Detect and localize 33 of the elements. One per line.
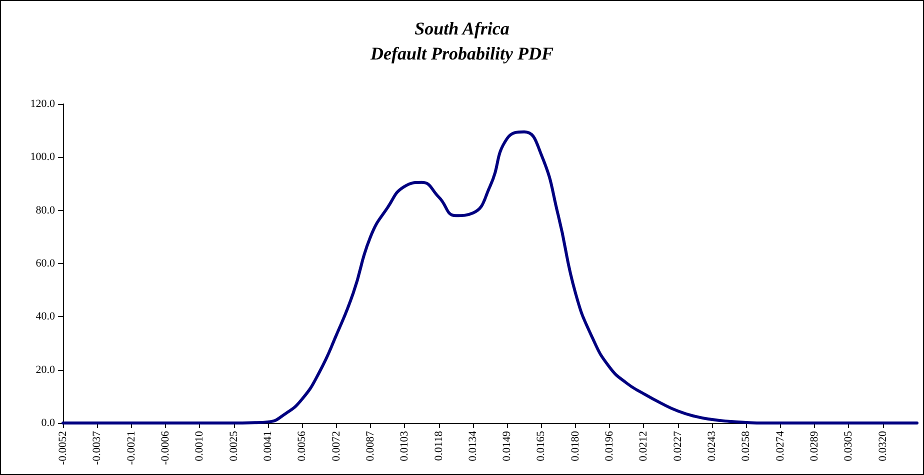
x-tick-label: 0.0025 [228,430,240,462]
y-tick-label: 120.0 [30,98,56,110]
x-tick-label: 0.0320 [876,430,889,462]
y-tick-label: 80.0 [36,204,56,216]
x-tick-label: 0.0289 [808,430,821,462]
x-tick-label: -0.0052 [57,431,69,465]
x-tick-label: 0.0103 [398,430,411,462]
y-tick-label: 20.0 [36,364,56,376]
x-tick-label: 0.0258 [740,430,752,462]
x-tick-label: -0.0021 [125,431,138,465]
y-tick-label: 40.0 [36,310,56,323]
x-tick-label: 0.0305 [842,430,855,462]
x-tick-label: 0.0196 [604,430,616,462]
y-tick-label: 0.0 [41,417,56,429]
y-tick-label: 60.0 [36,258,56,270]
x-tick-label: 0.0134 [466,430,479,462]
x-tick-label: 0.0118 [432,430,445,461]
x-tick-label: 0.0149 [501,430,514,462]
x-tick-label: 0.0180 [569,430,582,462]
x-tick-label: -0.0006 [159,430,172,465]
x-tick-label: 0.0212 [638,431,650,462]
x-tick-label: 0.0274 [774,430,786,462]
x-tick-label: 0.0243 [706,430,718,462]
x-tick-label: 0.0010 [194,430,206,462]
x-tick-label: -0.0037 [91,430,104,465]
y-tick-label: 100.0 [30,151,56,164]
x-tick-label: 0.0227 [672,430,684,462]
x-tick-label: 0.0072 [330,431,342,462]
x-tick-label: 0.0056 [296,430,308,462]
x-tick-label: 0.0087 [364,430,376,462]
chart-title: South Africa Default Probability PDF [370,18,554,64]
x-tick-label: 0.0165 [535,430,548,462]
x-tick-label: 0.0041 [262,431,274,462]
